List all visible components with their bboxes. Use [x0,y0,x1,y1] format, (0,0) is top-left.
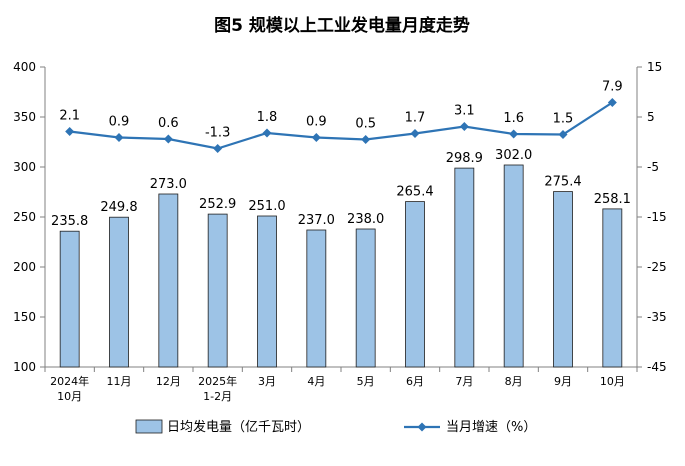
line-data-label: 1.8 [257,110,278,125]
line-data-label: 7.9 [602,80,623,95]
line-point [558,130,568,139]
line-point [262,128,272,138]
bar-data-label: 265.4 [396,185,433,200]
line-point [459,122,469,131]
bar-data-label: 302.0 [495,148,532,163]
right-tick-label: -5 [647,160,659,174]
left-tick-label: 300 [13,160,36,174]
line-point [607,98,617,107]
left-tick-label: 400 [13,60,36,74]
line-point [213,144,223,153]
data-labels: 235.8 249.8 273.0 252.9 251.0 237.0 238.0 265.4… [51,80,631,230]
x-tick-label: 12月 [156,375,181,388]
bar [158,193,179,368]
right-tick-label: -25 [647,260,667,274]
bar-data-label: 238.0 [347,212,384,227]
right-tick-label: 5 [647,110,655,124]
line-data-label: 1.5 [553,112,574,127]
bar [306,229,327,368]
bar [602,208,623,368]
line-point [509,129,519,139]
bar-data-label: 237.0 [298,213,335,228]
right-tick-label: -35 [647,310,667,324]
axes: 100 150 200 250 300 350 400 -45 -35 -25 -15 -5 5 15 20… [13,60,667,403]
x-tick-label: 11月 [107,375,132,388]
left-tick-label: 250 [13,210,36,224]
right-tick-label: 15 [647,60,662,74]
bar-data-label: 249.8 [100,200,137,215]
right-tick-label: -45 [647,360,667,374]
line-data-label: 0.5 [355,117,376,132]
left-tick-label: 200 [13,260,36,274]
x-tick-label: 1-2月 [203,390,232,403]
line-data-label: 3.1 [454,104,475,119]
x-tick-label: 5月 [357,375,375,388]
bar-data-label: 298.9 [446,151,483,166]
bar-data-label: 252.9 [199,197,236,212]
line-data-label: 0.9 [306,115,327,130]
bar [454,167,475,368]
legend-line-label: 当月增速（%） [446,420,536,435]
x-tick-label: 7月 [455,375,473,388]
x-tick-label: 6月 [406,375,424,388]
line-point [410,129,420,138]
chart-title: 图5 规模以上工业发电量月度走势 [214,15,470,36]
x-tick-label: 2024年 [50,374,89,388]
line-data-label: 1.7 [405,111,426,126]
line-data-label: 2.1 [59,109,80,124]
bar-data-label: 258.1 [594,192,631,207]
x-tick-label: 8月 [505,375,523,388]
legend-bar-label: 日均发电量（亿千瓦时） [167,419,310,435]
x-tick-label: 2025年 [198,374,237,388]
left-tick-label: 100 [13,360,36,374]
bar-data-label: 275.4 [544,175,581,190]
left-tick-label: 350 [13,110,36,124]
line-data-label: 1.6 [503,111,524,126]
bar-data-label: 235.8 [51,214,88,229]
x-tick-label: 3月 [258,375,276,388]
growth-line [69,101,613,150]
bar [109,216,129,368]
x-tick-label: 10月 [57,390,82,403]
bar [553,191,573,368]
line-point [65,127,75,136]
bar [257,215,277,368]
right-tick-label: -15 [647,210,667,224]
line-series [65,98,617,153]
line-data-label: 0.6 [158,116,179,131]
bar [59,230,80,368]
legend: 日均发电量（亿千瓦时） 当月增速（%） [135,419,536,435]
line-data-label: -1.3 [205,126,230,141]
x-tick-label: 10月 [600,375,625,388]
line-data-label: 0.9 [109,115,130,130]
x-tick-label: 4月 [307,375,325,388]
bar [207,213,228,368]
bar [503,164,524,368]
line-point [163,134,173,144]
line-point [114,133,124,142]
line-point [311,133,321,142]
left-tick-label: 150 [13,310,36,324]
bar-series [59,164,623,368]
legend-bar-swatch [135,419,163,434]
x-tick-label: 9月 [554,375,572,388]
legend-line-marker [417,422,427,432]
bar-data-label: 251.0 [248,199,285,214]
bar-data-label: 273.0 [150,177,187,192]
line-point [361,135,371,144]
bar [355,228,376,368]
bar [405,201,425,368]
